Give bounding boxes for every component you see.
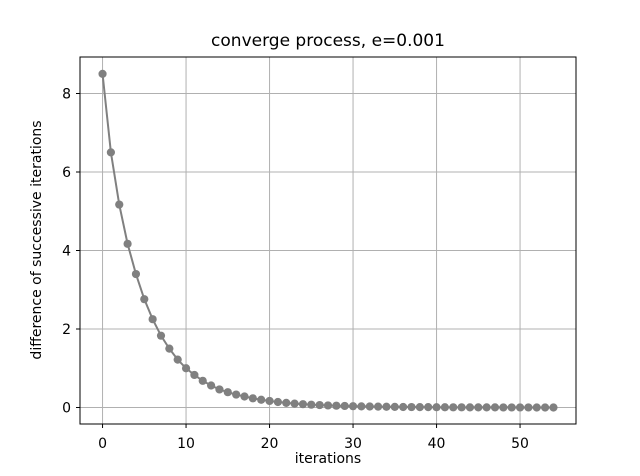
data-point: [524, 403, 533, 412]
data-point: [532, 403, 541, 412]
data-point: [457, 403, 466, 412]
tick-layer: [76, 93, 521, 428]
data-point: [474, 403, 483, 412]
data-point: [257, 395, 266, 404]
data-point: [365, 402, 374, 411]
data-layer: [98, 69, 558, 412]
y-tick-label: 4: [62, 244, 71, 260]
x-tick-label: 40: [428, 436, 446, 452]
data-point: [223, 388, 232, 397]
data-point: [348, 402, 358, 411]
data-point: [165, 344, 174, 353]
data-point: [490, 403, 500, 412]
data-point: [123, 239, 132, 248]
data-point: [374, 402, 383, 411]
y-axis-label: difference of successive iterations: [29, 120, 45, 359]
data-point: [415, 403, 424, 412]
frame-layer: [79, 56, 577, 425]
data-point: [140, 295, 149, 304]
data-point: [440, 403, 450, 412]
data-point: [465, 403, 475, 412]
tick-label-layer: 0 10 20 30 40 50 0 2 4 6 8: [62, 87, 529, 452]
data-point: [115, 200, 124, 209]
data-point: [407, 402, 416, 412]
data-point: [156, 331, 166, 340]
data-point: [298, 400, 308, 409]
data-point: [357, 402, 366, 411]
y-tick-label: 2: [62, 322, 71, 338]
data-point: [290, 399, 299, 408]
data-point: [307, 400, 316, 409]
chart-title: converge process, e=0.001: [211, 31, 445, 51]
data-point: [98, 69, 107, 78]
data-point: [315, 400, 324, 410]
axes-frame: [79, 56, 577, 425]
data-point: [181, 364, 191, 373]
x-tick-label: 0: [98, 436, 107, 452]
x-tick-label: 20: [261, 436, 279, 452]
data-point: [240, 392, 249, 401]
y-tick-label: 8: [62, 87, 71, 103]
data-point: [382, 402, 391, 411]
x-tick-label: 50: [511, 436, 529, 452]
data-point: [432, 403, 441, 412]
data-point: [206, 381, 216, 390]
data-point: [265, 396, 274, 406]
data-point: [549, 403, 558, 412]
data-point: [106, 148, 115, 157]
data-point: [131, 269, 141, 279]
data-point: [215, 385, 224, 394]
data-point: [273, 397, 282, 407]
x-axis-label: iterations: [295, 451, 361, 467]
data-point: [507, 403, 516, 412]
data-point: [148, 315, 157, 324]
data-point: [173, 355, 182, 364]
data-point: [424, 403, 433, 412]
x-tick-label: 10: [177, 436, 195, 452]
data-point: [399, 402, 408, 412]
x-tick-label: 30: [344, 436, 362, 452]
data-point: [248, 394, 257, 403]
data-point: [323, 401, 333, 410]
data-point: [340, 401, 349, 411]
data-point: [515, 403, 525, 412]
data-point: [232, 390, 241, 399]
grid-layer: [80, 57, 576, 424]
data-point: [482, 403, 491, 412]
data-point: [190, 370, 199, 380]
data-point: [449, 403, 458, 412]
data-point: [499, 403, 508, 412]
data-point: [198, 376, 207, 385]
data-line: [101, 73, 554, 409]
y-tick-label: 0: [62, 401, 71, 417]
data-point: [390, 402, 399, 411]
data-point: [541, 403, 550, 412]
y-tick-label: 6: [62, 165, 71, 181]
data-point: [282, 398, 291, 407]
data-point: [332, 401, 341, 410]
